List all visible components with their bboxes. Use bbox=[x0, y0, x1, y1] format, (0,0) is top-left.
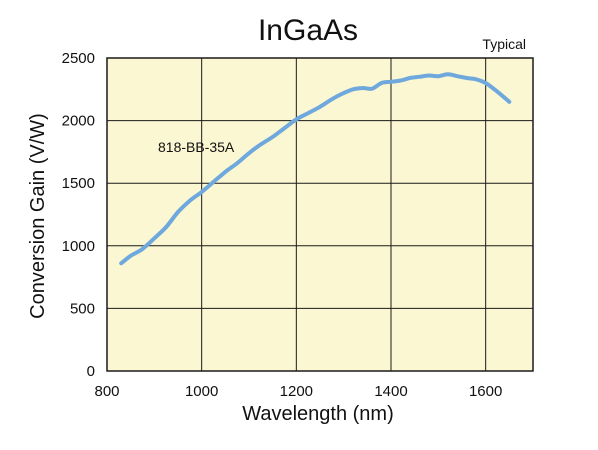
x-tick-label: 1000 bbox=[185, 383, 218, 400]
y-tick-label: 0 bbox=[87, 363, 95, 380]
chart-title: InGaAs bbox=[258, 14, 358, 47]
x-tick-label: 1600 bbox=[469, 383, 502, 400]
series-line bbox=[119, 72, 512, 266]
x-axis-label: Wavelength (nm) bbox=[242, 403, 394, 425]
y-tick-label: 2500 bbox=[62, 50, 95, 67]
y-tick-labels: 0 500 1000 1500 2000 2500 bbox=[62, 50, 95, 380]
x-tick-label: 800 bbox=[94, 383, 119, 400]
x-tick-label: 1200 bbox=[280, 383, 313, 400]
y-axis-label: Conversion Gain (V/W) bbox=[27, 113, 49, 319]
series-layer bbox=[119, 72, 512, 266]
y-tick-label: 2000 bbox=[62, 113, 95, 130]
plot-frame bbox=[106, 57, 534, 372]
chart-subtitle: Typical bbox=[482, 36, 526, 52]
x-tick-labels: 800 1000 1200 1400 1600 bbox=[94, 383, 502, 400]
y-tick-label: 500 bbox=[70, 300, 95, 317]
y-tick-label: 1000 bbox=[62, 238, 95, 255]
y-tick-label: 1500 bbox=[62, 175, 95, 192]
x-tick-label: 1400 bbox=[374, 383, 407, 400]
series-annotation: 818-BB-35A bbox=[158, 139, 235, 155]
